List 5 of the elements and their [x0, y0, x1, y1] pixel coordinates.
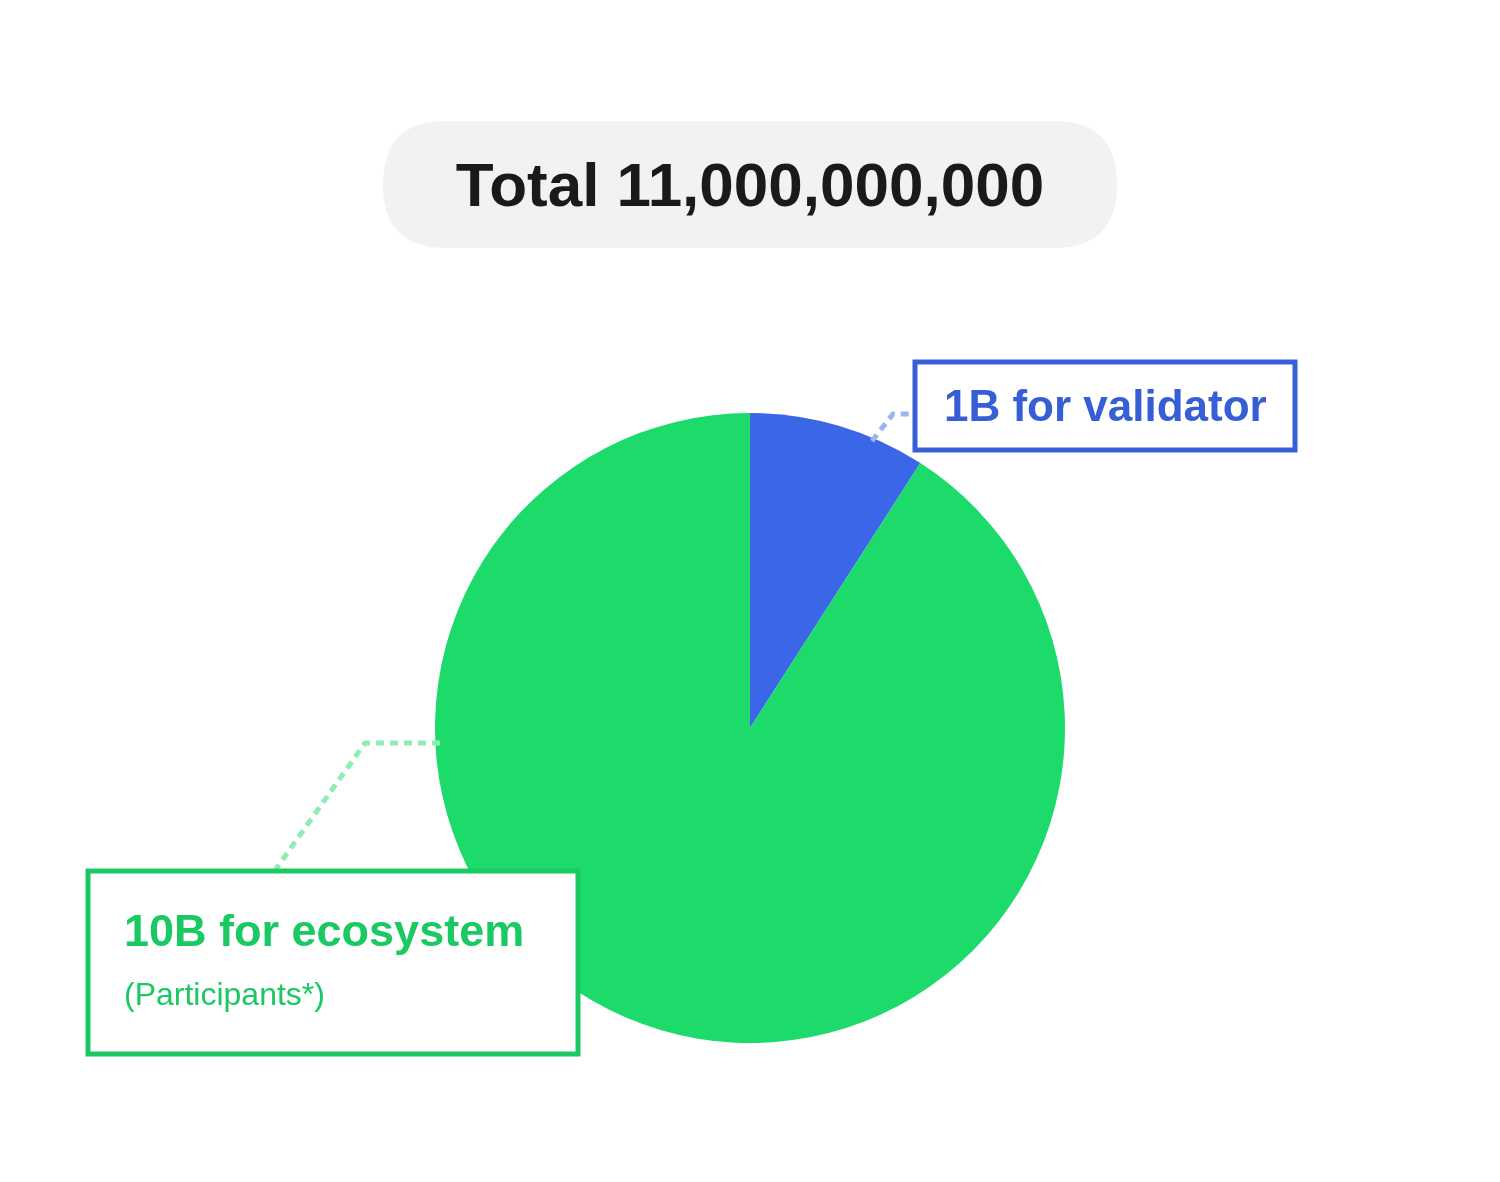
text: (Participants*): [124, 976, 325, 1012]
slice-label: 1B for validator: [944, 381, 1267, 430]
slice-label: 10B for ecosystem: [124, 905, 525, 956]
chart-title: Total 11,000,000,000: [455, 149, 1045, 219]
pie-slice: [750, 413, 921, 728]
